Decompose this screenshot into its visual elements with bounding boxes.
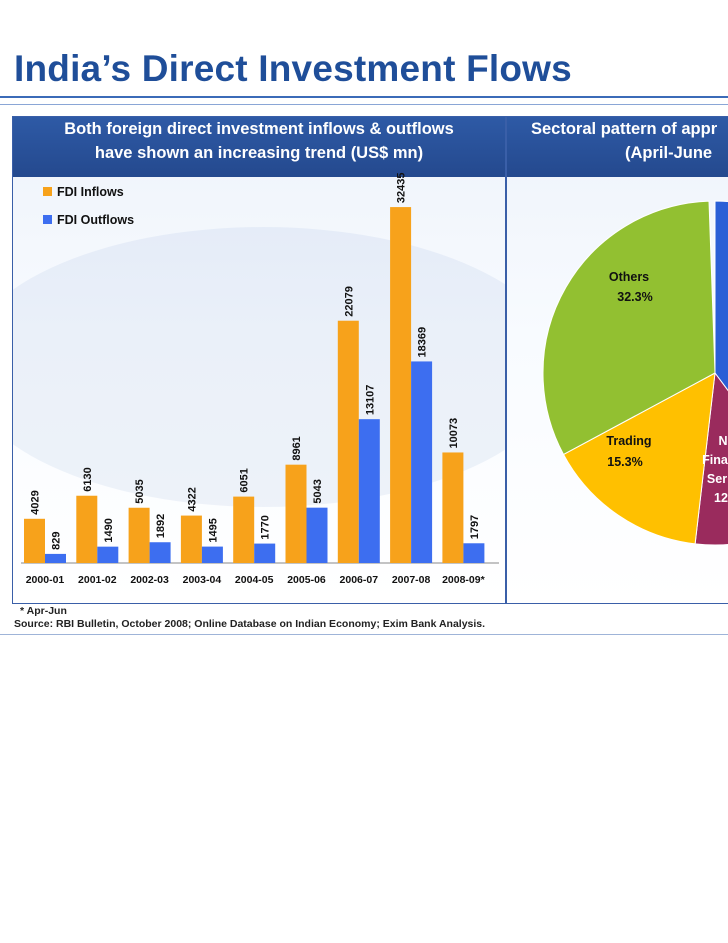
bar-outflow-2004-05 bbox=[254, 543, 276, 563]
bar-inflow-2007-08 bbox=[390, 207, 412, 563]
x-tick-2006-07: 2006-07 bbox=[340, 574, 379, 586]
pie-value-others: 32.3% bbox=[617, 290, 652, 304]
bar-outflow-2003-04 bbox=[201, 546, 223, 563]
x-tick-2005-06: 2005-06 bbox=[287, 574, 326, 586]
pie-value-trading: 15.3% bbox=[607, 455, 642, 469]
pie-slice-nbfc bbox=[694, 371, 728, 546]
fdi-chart-header: Both foreign direct investment inflows &… bbox=[13, 117, 505, 177]
x-tick-2007-08: 2007-08 bbox=[392, 574, 431, 586]
world-map-watermark bbox=[13, 227, 505, 507]
bar-inflow-2003-04 bbox=[180, 515, 202, 563]
data-label-inflow-2001-02: 6130 bbox=[82, 467, 94, 491]
page-title: India’s Direct Investment Flows bbox=[14, 48, 572, 89]
title-rule-bottom bbox=[0, 104, 728, 105]
x-tick-2002-03: 2002-03 bbox=[130, 574, 169, 586]
fdi-chart-panel: Both foreign direct investment inflows &… bbox=[12, 116, 506, 604]
fdi-bar-chart: 4029 829 2000-01 6130 1490 2001-02 5035 1892 200… bbox=[21, 172, 499, 586]
bar-inflow-2001-02 bbox=[76, 495, 98, 563]
sector-chart-header: Sectoral pattern of appr (April-June bbox=[507, 117, 728, 177]
pie-label-others: Others bbox=[609, 270, 649, 284]
sector-pie-chart: Others 32.3% Trading 15.3% N Fina Ser 12 bbox=[542, 200, 728, 546]
bar-outflow-2000-01 bbox=[45, 553, 66, 563]
bar-outflow-2007-08 bbox=[411, 361, 433, 563]
legend-label-1: FDI Outflows bbox=[57, 213, 134, 227]
bar-outflow-2001-02 bbox=[97, 546, 119, 563]
data-label-inflow-2008-09*: 10073 bbox=[448, 418, 460, 449]
bar-outflow-2008-09* bbox=[463, 543, 485, 563]
data-label-outflow-2004-05: 1770 bbox=[260, 515, 272, 539]
sector-chart-header-line1: Sectoral pattern of appr bbox=[531, 120, 718, 138]
fdi-chart-header-line2: have shown an increasing trend (US$ mn) bbox=[94, 144, 424, 162]
data-label-outflow-2006-07: 13107 bbox=[364, 385, 376, 416]
x-tick-2004-05: 2004-05 bbox=[235, 574, 274, 586]
pie-slice-blue bbox=[714, 200, 728, 392]
pie-slice-others bbox=[542, 200, 716, 456]
data-label-inflow-2003-04: 4322 bbox=[186, 487, 198, 511]
data-label-inflow-2000-01: 4029 bbox=[30, 490, 42, 514]
bar-outflow-2005-06 bbox=[306, 507, 328, 563]
pie-label-nbfc-2: Ser bbox=[707, 472, 727, 486]
footnote-apr-jun: * Apr-Jun bbox=[20, 605, 67, 617]
data-label-outflow-2001-02: 1490 bbox=[103, 518, 115, 542]
data-label-outflow-2007-08: 18369 bbox=[417, 327, 429, 358]
footer-rule bbox=[0, 634, 728, 635]
pie-label-trading: Trading bbox=[606, 434, 651, 448]
sector-chart-panel: Sectoral pattern of appr (April-June Oth… bbox=[506, 116, 728, 604]
pie-label-nbfc-1: Fina bbox=[702, 453, 728, 467]
legend-swatch-0 bbox=[43, 187, 52, 196]
data-label-inflow-2004-05: 6051 bbox=[239, 468, 251, 492]
data-label-inflow-2002-03: 5035 bbox=[134, 479, 146, 503]
data-label-outflow-2008-09*: 1797 bbox=[469, 515, 481, 539]
bar-inflow-2002-03 bbox=[128, 507, 150, 563]
data-label-outflow-2002-03: 1892 bbox=[155, 514, 167, 538]
title-rule-top bbox=[0, 96, 728, 98]
data-label-inflow-2007-08: 32435 bbox=[396, 172, 408, 203]
bar-inflow-2006-07 bbox=[337, 320, 359, 563]
bar-inflow-2008-09* bbox=[442, 452, 464, 563]
x-tick-2003-04: 2003-04 bbox=[183, 574, 222, 586]
legend-label-0: FDI Inflows bbox=[57, 185, 124, 199]
bar-outflow-2002-03 bbox=[149, 542, 171, 563]
data-label-inflow-2005-06: 8961 bbox=[291, 436, 303, 460]
bar-inflow-2005-06 bbox=[285, 464, 307, 563]
pie-slice-trading bbox=[562, 372, 716, 545]
data-label-inflow-2006-07: 22079 bbox=[343, 286, 355, 317]
sector-chart-header-line2: (April-June bbox=[625, 144, 713, 162]
data-label-outflow-2000-01: 829 bbox=[51, 532, 63, 550]
source-note: Source: RBI Bulletin, October 2008; Onli… bbox=[14, 618, 486, 630]
bar-inflow-2004-05 bbox=[233, 496, 255, 563]
fdi-chart-header-line1: Both foreign direct investment inflows &… bbox=[64, 120, 454, 138]
bar-outflow-2006-07 bbox=[358, 419, 380, 563]
bar-inflow-2000-01 bbox=[24, 518, 45, 563]
x-tick-2000-01: 2000-01 bbox=[26, 574, 65, 586]
data-label-outflow-2005-06: 5043 bbox=[312, 479, 324, 503]
x-tick-2008-09*: 2008-09* bbox=[442, 574, 486, 586]
pie-label-nbfc-0: N bbox=[718, 434, 727, 448]
pie-label-nbfc-3: 12 bbox=[714, 491, 728, 505]
data-label-outflow-2003-04: 1495 bbox=[207, 518, 219, 542]
legend-swatch-1 bbox=[43, 215, 52, 224]
x-tick-2001-02: 2001-02 bbox=[78, 574, 117, 586]
